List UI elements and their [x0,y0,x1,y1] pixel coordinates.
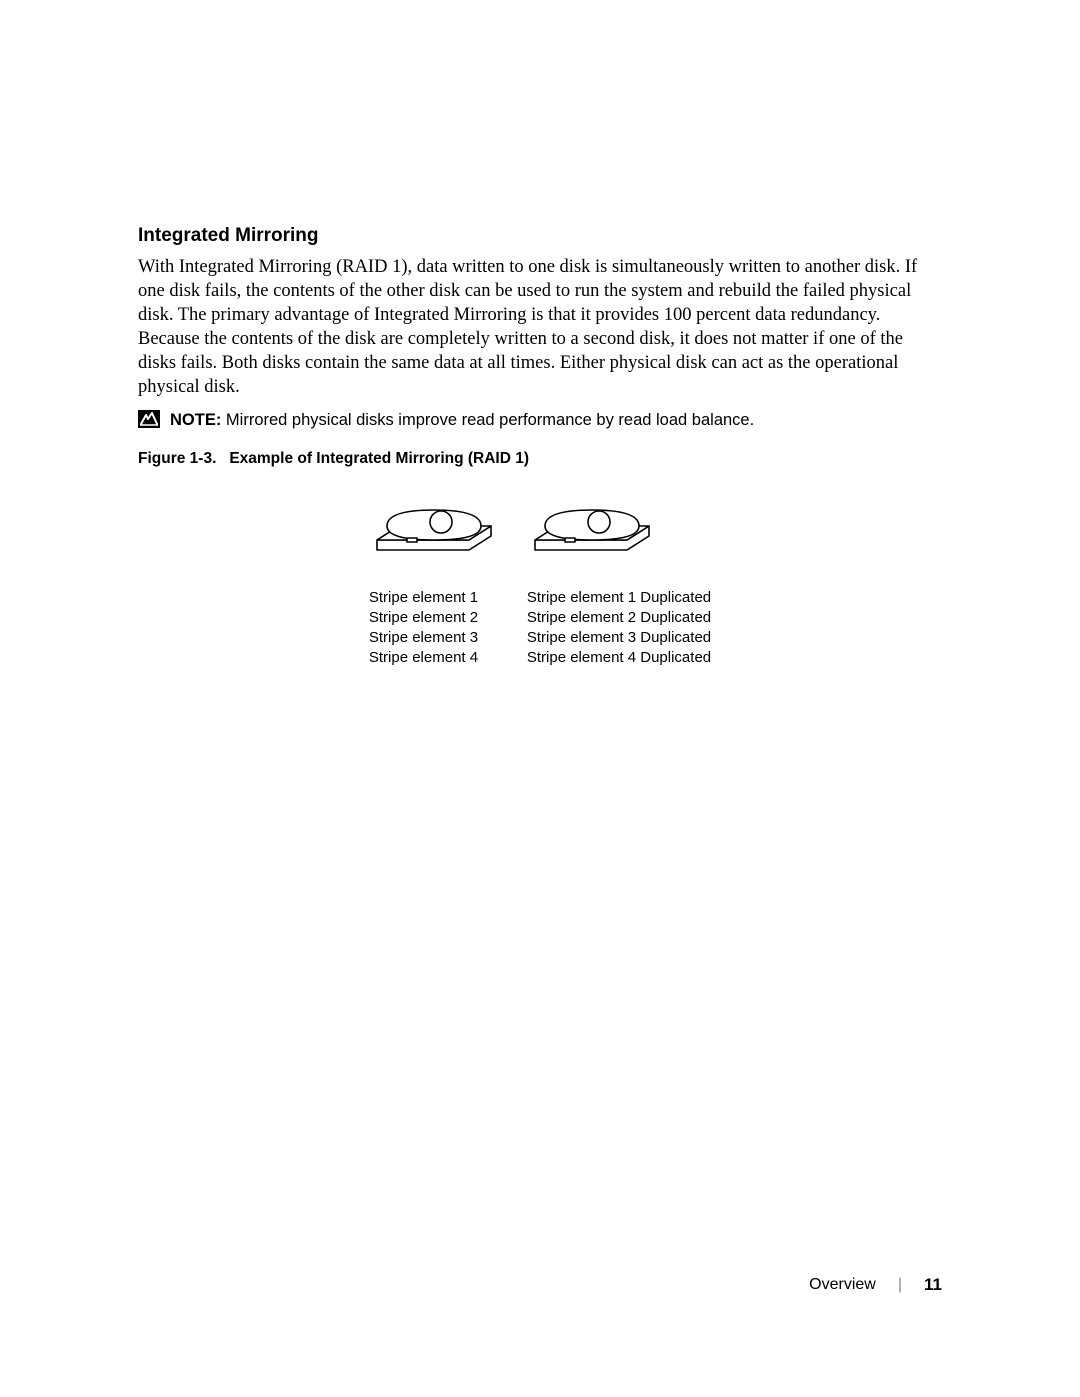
note-text: NOTE: Mirrored physical disks improve re… [170,409,754,431]
figure-caption-title: Example of Integrated Mirroring (RAID 1) [229,450,529,467]
stripe-item: Stripe element 3 Duplicated [527,628,711,648]
footer-separator: | [898,1276,902,1294]
document-page: Integrated Mirroring With Integrated Mir… [0,0,1080,669]
footer-page-number: 11 [924,1275,942,1295]
note-icon [138,410,160,428]
footer-section: Overview [809,1276,876,1294]
body-paragraph: With Integrated Mirroring (RAID 1), data… [138,255,942,399]
stripe-item: Stripe element 4 Duplicated [527,648,711,668]
figure-diagram: Stripe element 1 Stripe element 2 Stripe… [138,492,942,669]
stripe-item: Stripe element 1 [369,588,478,608]
figure-caption-prefix: Figure 1-3. [138,450,216,467]
stripe-item: Stripe element 3 [369,628,478,648]
disk-right-icon [527,492,657,572]
left-stripe-list: Stripe element 1 Stripe element 2 Stripe… [369,588,478,669]
disk-left-icon [369,492,499,572]
note-block: NOTE: Mirrored physical disks improve re… [138,409,942,431]
right-stripe-list: Stripe element 1 Duplicated Stripe eleme… [527,588,711,669]
disk-right-column: Stripe element 1 Duplicated Stripe eleme… [527,492,711,669]
note-body: Mirrored physical disks improve read per… [221,411,754,429]
section-heading: Integrated Mirroring [138,225,942,247]
note-label: NOTE: [170,411,221,429]
disk-left-column: Stripe element 1 Stripe element 2 Stripe… [369,492,499,669]
page-footer: Overview | 11 [809,1275,942,1295]
stripe-item: Stripe element 1 Duplicated [527,588,711,608]
stripe-item: Stripe element 2 Duplicated [527,608,711,628]
stripe-item: Stripe element 2 [369,608,478,628]
figure-caption: Figure 1-3. Example of Integrated Mirror… [138,450,942,468]
stripe-item: Stripe element 4 [369,648,478,668]
